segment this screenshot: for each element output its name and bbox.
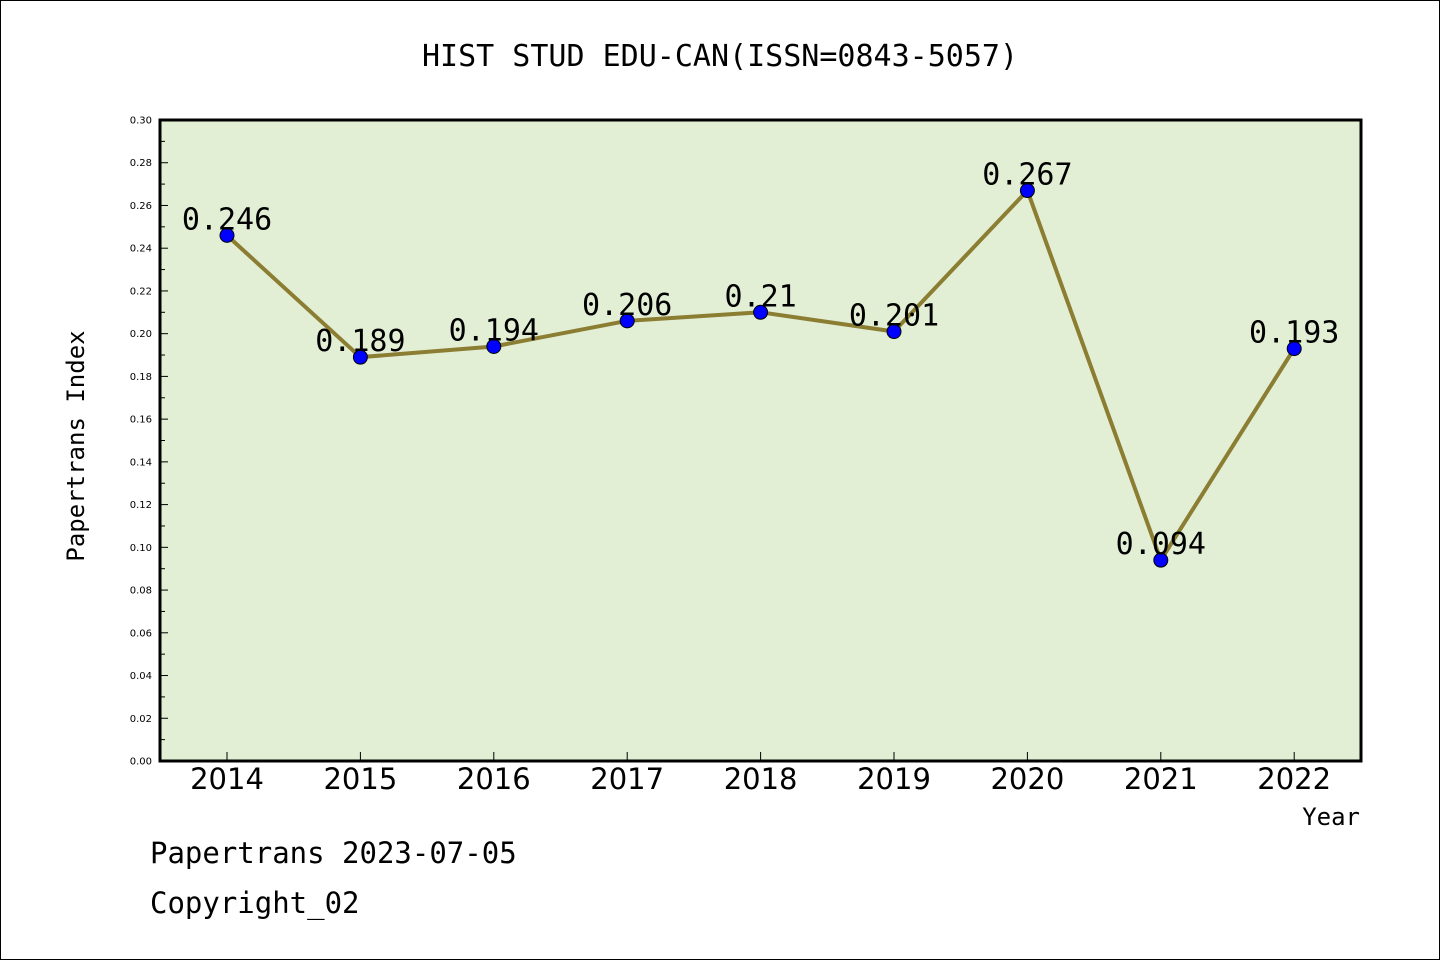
x-tick-label: 2016 <box>457 762 531 796</box>
x-tick-label: 2015 <box>323 762 397 796</box>
y-tick-label: 0.16 <box>130 415 152 426</box>
y-tick-label: 0.10 <box>130 543 152 554</box>
y-tick-label: 0.14 <box>130 457 152 468</box>
data-label: 0.193 <box>1249 316 1339 351</box>
data-point-marker <box>1286 341 1302 357</box>
y-tick-label: 0.28 <box>130 158 152 169</box>
x-tick-label: 2021 <box>1124 762 1198 796</box>
plot-area <box>158 118 1363 763</box>
y-axis-ticks: 0.00 0.02 0.04 0.06 0.08 0.10 0.12 0.14 0.16 0.18… <box>130 116 168 768</box>
x-tick-label: 2014 <box>190 762 264 796</box>
data-point-marker <box>219 227 235 243</box>
data-point-marker <box>1019 183 1035 199</box>
data-label: 0.246 <box>182 202 272 237</box>
y-tick-label: 0.20 <box>130 329 152 340</box>
x-tick-label: 2017 <box>590 762 664 796</box>
data-label: 0.21 <box>724 279 796 314</box>
x-axis-ticks: 2014 2015 2016 2017 2018 2019 2020 2021 2022 <box>190 752 1331 796</box>
data-point-marker <box>1153 552 1169 568</box>
data-label: 0.194 <box>449 313 539 348</box>
data-labels-layer: 0.246 0.189 0.194 0.206 0.21 0.201 0.267 0.094 0… <box>182 158 1340 563</box>
y-tick-label: 0.26 <box>130 201 152 212</box>
y-tick-label: 0.06 <box>130 628 152 639</box>
data-label: 0.094 <box>1116 527 1206 562</box>
y-tick-label: 0.24 <box>130 244 152 255</box>
data-point-marker <box>753 304 769 320</box>
data-point-marker <box>352 349 368 365</box>
data-label: 0.189 <box>315 324 405 359</box>
data-label: 0.206 <box>582 288 672 323</box>
x-axis-label: Year <box>1302 803 1360 831</box>
y-axis-label: Papertrans Index <box>62 330 90 561</box>
data-point-marker <box>619 313 635 329</box>
x-tick-label: 2022 <box>1257 762 1331 796</box>
x-tick-label: 2019 <box>857 762 931 796</box>
data-point-marker <box>486 338 502 354</box>
y-tick-label: 0.00 <box>130 757 152 768</box>
chart-title: HIST STUD EDU-CAN(ISSN=0843-5057) <box>422 39 1018 74</box>
footer-source: Papertrans 2023-07-05 <box>150 836 517 870</box>
y-tick-label: 0.02 <box>130 714 152 725</box>
y-tick-label: 0.18 <box>130 372 152 383</box>
x-tick-label: 2018 <box>724 762 798 796</box>
y-tick-label: 0.12 <box>130 500 152 511</box>
data-point-marker <box>886 324 902 340</box>
footer-copyright: Copyright_02 <box>150 886 360 920</box>
data-label: 0.267 <box>982 158 1072 193</box>
x-tick-label: 2020 <box>990 762 1064 796</box>
y-tick-label: 0.08 <box>130 586 152 597</box>
data-label: 0.201 <box>849 299 939 334</box>
series-layer <box>219 183 1302 568</box>
y-tick-label: 0.22 <box>130 286 152 297</box>
y-tick-label: 0.04 <box>130 671 152 682</box>
y-tick-label: 0.30 <box>130 116 152 127</box>
